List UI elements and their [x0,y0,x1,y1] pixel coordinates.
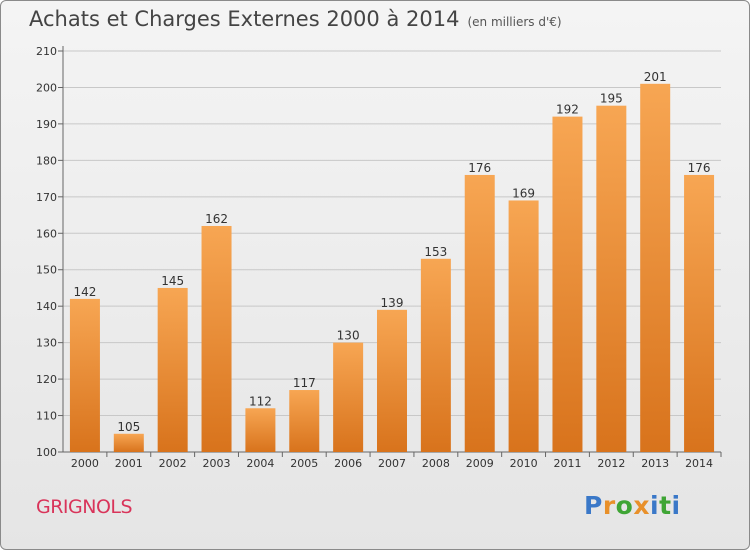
bar [113,433,144,452]
bar-value-label: 139 [381,296,404,310]
bar [420,258,451,452]
unit-label: (en milliers d'€) [467,15,562,29]
bar-value-label: 201 [644,70,667,84]
bar-value-label: 112 [249,394,272,408]
bar [508,200,539,452]
logo-letter: P [584,491,603,520]
x-tick-label: 2014 [685,457,713,470]
x-tick-label: 2005 [290,457,318,470]
y-tick-label: 150 [36,264,57,277]
chart-title: Achats et Charges Externes 2000 à 2014 (e… [29,7,562,31]
bar-value-label: 145 [161,274,184,288]
bar [684,174,715,453]
labels: 100 110 120 130 140 150 160 170 180 190 200 210 142 2… [36,45,713,470]
bar-value-label: 162 [205,212,228,226]
bar [201,225,232,452]
bar-value-label: 192 [556,103,579,117]
bar [596,105,627,452]
x-tick-label: 2003 [203,457,231,470]
y-tick-label: 120 [36,373,57,386]
y-tick-label: 170 [36,191,57,204]
x-tick-label: 2000 [71,457,99,470]
y-tick-label: 210 [36,45,57,58]
logo-letter: o [615,491,634,520]
y-tick-label: 110 [36,410,57,423]
bar [333,342,364,452]
y-tick-label: 100 [36,446,57,459]
x-tick-label: 2007 [378,457,406,470]
bar-value-label: 117 [293,376,316,390]
bar-value-label: 130 [337,329,360,343]
proxiti-logo: Proxiti [584,491,681,520]
bar [640,83,671,453]
bar [377,309,407,452]
bar [552,116,583,453]
bar-value-label: 176 [468,161,491,175]
title-text: Achats et Charges Externes 2000 à 2014 [29,7,460,31]
bar [157,287,188,452]
bar-value-label: 195 [600,92,623,106]
bar-value-label: 176 [688,161,711,175]
y-tick-label: 130 [36,337,57,350]
y-tick-label: 160 [36,227,57,240]
bar [245,408,276,452]
commune-name: GRIGNOLS [36,496,133,518]
x-tick-label: 2012 [597,457,625,470]
bar-value-label: 169 [512,186,535,200]
logo-letter: x [633,491,650,520]
y-tick-label: 140 [36,300,57,313]
logo-letter: t [659,491,672,520]
x-tick-label: 2010 [510,457,538,470]
bar [69,298,100,452]
x-tick-label: 2006 [334,457,362,470]
bar-value-label: 105 [117,420,140,434]
x-tick-label: 2001 [115,457,143,470]
x-tick-label: 2008 [422,457,450,470]
x-tick-label: 2011 [553,457,581,470]
bar-value-label: 153 [424,245,447,259]
x-tick-label: 2002 [159,457,187,470]
logo-letter: r [602,491,616,520]
y-tick-label: 200 [36,81,57,94]
x-tick-label: 2004 [246,457,274,470]
x-tick-label: 2009 [466,457,494,470]
bar-value-label: 142 [73,285,96,299]
logo-letter: i [650,491,660,520]
x-tick-label: 2013 [641,457,669,470]
y-tick-label: 190 [36,118,57,131]
bars [69,83,715,453]
logo-letter: i [671,491,681,520]
bar [464,174,495,453]
bar [289,390,320,452]
y-tick-label: 180 [36,154,57,167]
